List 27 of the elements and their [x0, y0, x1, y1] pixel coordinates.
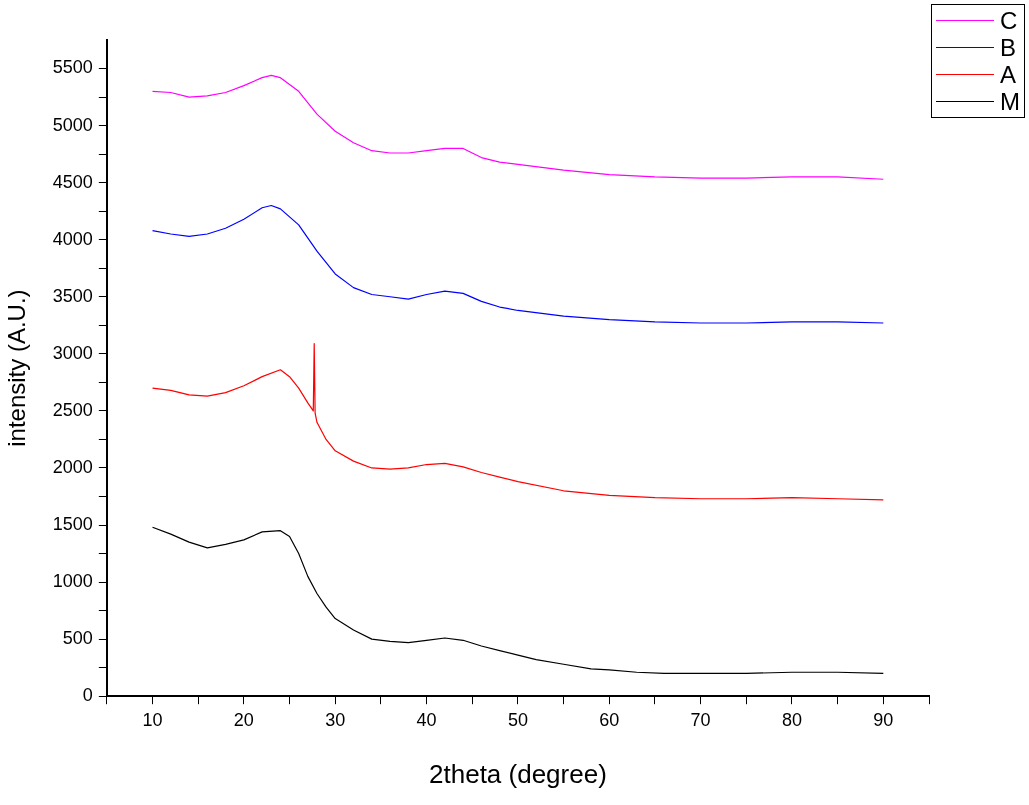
- y-tick-label: 5000: [52, 114, 93, 135]
- x-tick-label: 10: [142, 709, 163, 730]
- y-tick-label: 4000: [52, 228, 93, 249]
- y-tick-label: 4500: [52, 171, 93, 192]
- y-tick-label: 0: [82, 685, 93, 706]
- y-axis-title: intensity (A.U.): [3, 289, 31, 447]
- legend-label: B: [1000, 33, 1017, 62]
- y-tick-label: 5500: [52, 57, 93, 78]
- x-tick-label: 40: [416, 709, 437, 730]
- y-tick-label: 2000: [52, 456, 93, 477]
- x-tick-label: 50: [507, 709, 528, 730]
- x-tick-label: 60: [599, 709, 620, 730]
- x-tick-label: 90: [873, 709, 894, 730]
- legend-label: C: [1000, 6, 1018, 35]
- y-tick-label: 3000: [52, 342, 93, 363]
- x-tick-label: 20: [233, 709, 254, 730]
- legend-label: A: [1000, 60, 1017, 89]
- x-tick-label: 70: [690, 709, 711, 730]
- x-axis-title: 2theta (degree): [429, 758, 607, 789]
- y-tick-label: 3500: [52, 285, 93, 306]
- y-tick-label: 1000: [52, 571, 93, 592]
- legend-label: M: [1000, 87, 1020, 116]
- y-tick-label: 1500: [52, 513, 93, 534]
- x-tick-label: 30: [325, 709, 346, 730]
- x-tick-label: 80: [781, 709, 802, 730]
- y-tick-label: 500: [62, 628, 93, 649]
- y-tick-label: 2500: [52, 399, 93, 420]
